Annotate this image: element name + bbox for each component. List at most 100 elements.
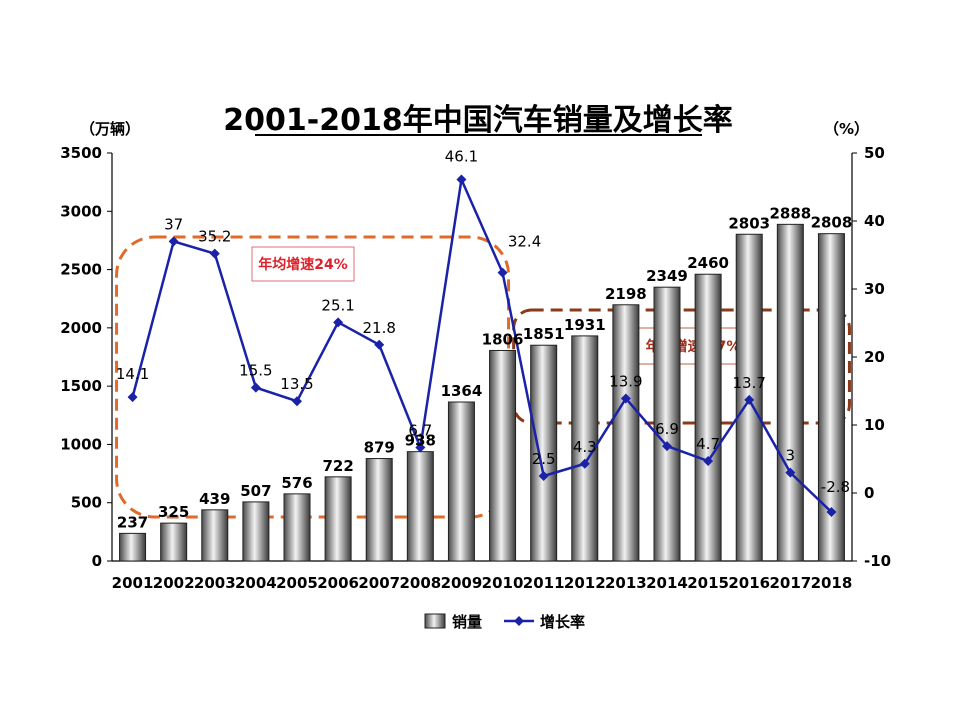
rate-value-label: 13.9 (609, 372, 642, 390)
rate-marker (620, 393, 631, 404)
bar (489, 349, 517, 562)
bar (160, 522, 188, 562)
rate-value-label: 25.1 (321, 296, 354, 314)
rate-marker (579, 458, 590, 469)
rate-value-label: 35.2 (198, 228, 231, 246)
bar (776, 223, 804, 562)
rate-marker (826, 507, 837, 518)
bar-value-label: 1806 (482, 330, 524, 348)
right-tick-label: 50 (864, 144, 885, 162)
x-tick-label: 2011 (523, 574, 565, 592)
annotation-box-1 (251, 246, 355, 282)
bar-series (119, 223, 845, 562)
rate-marker (744, 394, 755, 405)
rate-marker (662, 441, 672, 452)
bar (201, 509, 229, 562)
bar-value-label: 2460 (687, 254, 729, 272)
bar (365, 458, 393, 562)
right-tick-label: 0 (864, 484, 874, 502)
bar-value-label: 325 (158, 503, 189, 521)
x-tick-label: 2005 (276, 574, 318, 592)
bar-value-label: 439 (199, 490, 230, 508)
bar-value-label: 507 (240, 482, 271, 500)
legend-bar-swatch (424, 613, 446, 629)
rate-value-label: 6.7 (408, 421, 432, 439)
rate-value-label: 21.8 (363, 319, 396, 337)
bar (324, 476, 352, 562)
bar-value-label: 1851 (523, 325, 565, 343)
x-tick-label: 2015 (687, 574, 729, 592)
x-tick-label: 2014 (646, 574, 688, 592)
rate-marker (785, 467, 796, 478)
bar-value-label: 237 (117, 513, 148, 531)
rate-value-label: 13.5 (280, 375, 313, 393)
right-tick-label: 20 (864, 348, 885, 366)
rate-value-label: 15.5 (239, 362, 272, 380)
bar (817, 233, 845, 562)
rate-value-label: 4.3 (573, 438, 597, 456)
rate-marker (538, 471, 549, 481)
x-tick-label: 2010 (482, 574, 524, 592)
x-tick-label: 2008 (399, 574, 441, 592)
bar-value-label: 1364 (441, 382, 483, 400)
left-tick-label: 2500 (60, 261, 102, 279)
left-tick-label: 1000 (60, 435, 102, 453)
bar (406, 451, 434, 562)
rate-marker (456, 174, 467, 185)
bar (242, 501, 270, 562)
rate-value-label: 2.5 (532, 450, 556, 468)
rate-marker (250, 382, 261, 393)
left-tick-label: 3000 (60, 202, 102, 220)
left-tick-label: 1500 (60, 377, 102, 395)
rate-marker (127, 392, 138, 403)
rate-marker (292, 396, 302, 407)
x-tick-label: 2004 (235, 574, 277, 592)
rate-value-label: 3 (786, 447, 796, 465)
bar-value-label: 576 (281, 474, 312, 492)
bar (283, 493, 311, 562)
x-tick-label: 2001 (112, 574, 154, 592)
legend: 销量 增长率 (424, 613, 585, 631)
rate-value-label: 37 (164, 215, 183, 233)
rate-value-label: 4.7 (696, 435, 720, 453)
rate-line (131, 175, 833, 513)
bar-value-label: 2349 (646, 267, 688, 285)
x-tick-label: 2002 (153, 574, 195, 592)
x-tick-label: 2003 (194, 574, 236, 592)
right-tick-label: -10 (864, 552, 891, 570)
bar (694, 273, 722, 562)
bar-value-label: 938 (405, 432, 436, 450)
left-tick-label: 0 (92, 552, 102, 570)
rate-value-label: 13.7 (733, 374, 766, 392)
x-tick-label: 2013 (605, 574, 647, 592)
bar (612, 304, 640, 562)
chart-title: 2001-2018年中国汽车销量及增长率 (223, 103, 732, 138)
right-axis-unit: （%） (824, 120, 869, 138)
x-tick-label: 2012 (564, 574, 606, 592)
bar (119, 532, 147, 562)
rate-value-label: 46.1 (445, 148, 478, 166)
rate-marker (333, 317, 344, 328)
line-series (127, 174, 837, 518)
bar-value-label: 2803 (728, 214, 770, 232)
legend-label-rate: 增长率 (540, 613, 585, 631)
rate-value-label: -2.8 (821, 478, 850, 496)
x-tick-label: 2016 (728, 574, 770, 592)
bar-value-label: 2808 (811, 214, 853, 232)
axes: 0 500 1000 1500 2000 2500 3000 3500 -10 0 10 20 30 40… (60, 144, 891, 592)
left-tick-label: 3500 (60, 144, 102, 162)
x-tick-label: 2009 (441, 574, 483, 592)
rate-marker (497, 267, 508, 278)
right-tick-label: 30 (864, 280, 885, 298)
x-tick-label: 2018 (811, 574, 853, 592)
left-axis-unit: （万辆） (80, 120, 140, 138)
right-tick-label: 40 (864, 212, 885, 230)
bar (447, 401, 475, 562)
left-tick-label: 2000 (60, 319, 102, 337)
rate-marker (703, 456, 714, 467)
rate-marker (374, 339, 385, 350)
x-tick-label: 2017 (769, 574, 811, 592)
rate-value-label: 14.1 (116, 365, 149, 383)
bar-value-label: 2888 (769, 204, 811, 222)
